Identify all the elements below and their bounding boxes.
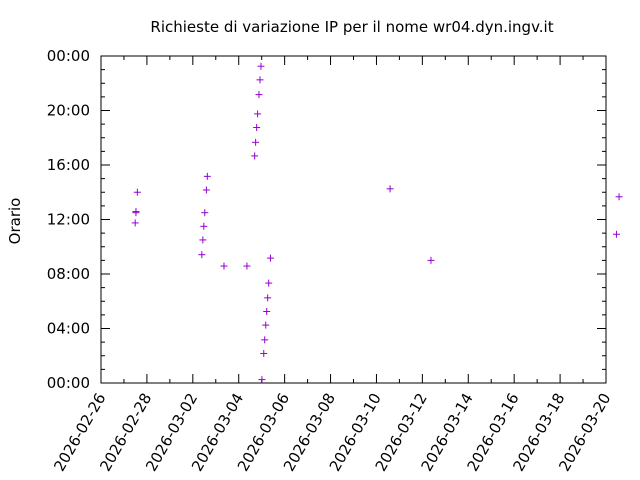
data-point	[264, 294, 272, 302]
data-point	[253, 124, 261, 132]
data-point	[132, 209, 140, 217]
data-point	[133, 188, 141, 196]
data-point	[265, 279, 273, 287]
y-tick-label: 16:00	[47, 156, 90, 174]
y-tick-label: 00:00	[47, 374, 90, 392]
data-point	[612, 230, 620, 238]
data-point	[131, 219, 139, 227]
data-point	[200, 222, 208, 230]
data-point	[201, 209, 209, 217]
data-point	[257, 62, 265, 70]
data-point	[199, 236, 207, 244]
data-point	[263, 307, 271, 315]
y-tick-label: 08:00	[47, 265, 90, 283]
data-point	[256, 76, 264, 84]
y-tick-label: 04:00	[47, 320, 90, 338]
data-point	[427, 256, 435, 264]
data-point	[203, 172, 211, 180]
data-point	[252, 138, 260, 146]
data-point	[220, 262, 228, 270]
data-point	[198, 251, 206, 259]
y-tick-labels: 00:00 04:00 08:00 12:00 16:00 20:00 00:00	[47, 47, 90, 392]
data-points	[131, 62, 623, 384]
y-tick-label: 12:00	[47, 211, 90, 229]
data-point	[262, 321, 270, 329]
y-tick-label: 00:00	[47, 47, 90, 65]
x-tick-labels: 2026-02-262026-02-282026-03-022026-03-04…	[50, 390, 614, 475]
data-point	[202, 186, 210, 194]
data-point	[243, 262, 251, 270]
axis-ticks	[100, 55, 607, 384]
data-point	[260, 349, 268, 357]
data-point	[254, 110, 262, 118]
data-point	[266, 254, 274, 262]
y-tick-label: 20:00	[47, 102, 90, 120]
data-point	[261, 336, 269, 344]
data-point	[258, 376, 266, 384]
data-point	[386, 185, 394, 193]
data-point	[251, 152, 259, 160]
data-point	[255, 91, 263, 99]
chart-title: Richieste di variazione IP per il nome w…	[150, 18, 553, 36]
data-point	[615, 193, 623, 201]
plot-frame	[100, 55, 607, 384]
y-axis-label: Orario	[6, 198, 24, 245]
